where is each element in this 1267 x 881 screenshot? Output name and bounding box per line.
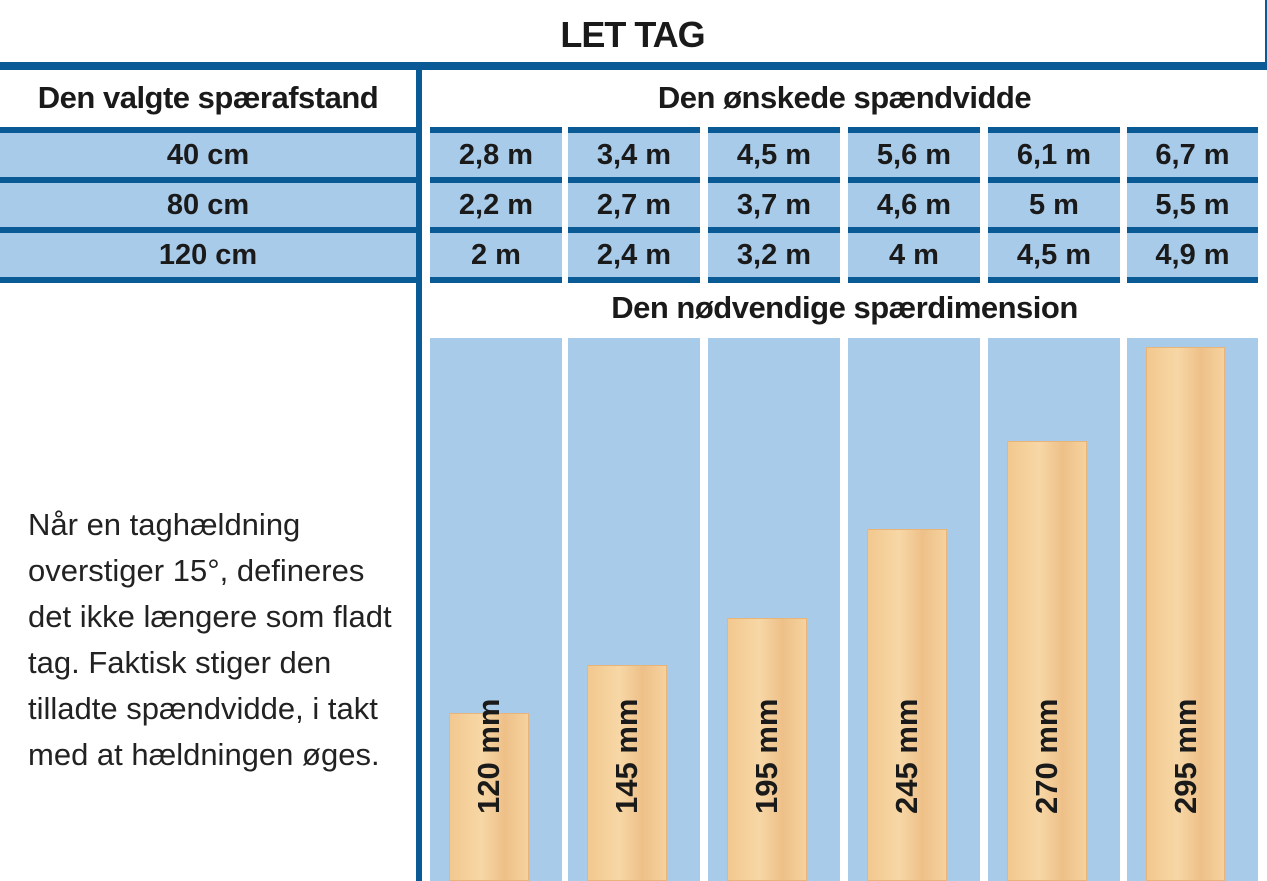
dimension-label: 245 mm bbox=[889, 698, 924, 814]
spacing-cell: 80 cm bbox=[0, 177, 416, 227]
dimension-column: 145 mm bbox=[568, 338, 700, 881]
dimension-label: 270 mm bbox=[1029, 698, 1064, 814]
dimension-label: 120 mm bbox=[471, 698, 506, 814]
span-cell: 2 m bbox=[430, 227, 562, 277]
rafter-bar: 270 mm bbox=[1007, 441, 1087, 881]
span-cell: 2,2 m bbox=[430, 177, 562, 227]
spacing-cell: 120 cm bbox=[0, 227, 416, 277]
dimension-header: Den nødvendige spærdimension bbox=[611, 290, 1078, 325]
span-cell: 4,9 m bbox=[1127, 227, 1258, 277]
note-text: Når en taghældning overstiger 15°, defin… bbox=[28, 507, 392, 772]
span-header: Den ønskede spændvidde bbox=[657, 80, 1032, 115]
span-cell: 5,6 m bbox=[848, 127, 980, 177]
dimension-column: 295 mm bbox=[1127, 338, 1258, 881]
row-divider bbox=[568, 277, 700, 283]
span-cell: 2,7 m bbox=[568, 177, 700, 227]
top-divider bbox=[0, 62, 1267, 70]
rafter-bar: 295 mm bbox=[1146, 347, 1225, 881]
dimension-label: 295 mm bbox=[1167, 698, 1203, 814]
row-divider bbox=[708, 277, 840, 283]
span-cell: 4,6 m bbox=[848, 177, 980, 227]
span-cell: 5 m bbox=[988, 177, 1120, 227]
dimension-column: 195 mm bbox=[708, 338, 840, 881]
dimension-label: 195 mm bbox=[749, 698, 784, 814]
column-divider bbox=[416, 70, 422, 881]
span-cell: 6,7 m bbox=[1127, 127, 1258, 177]
spacing-cell: 40 cm bbox=[0, 127, 416, 177]
span-cell: 3,4 m bbox=[568, 127, 700, 177]
dimension-column: 120 mm bbox=[430, 338, 562, 881]
span-cell: 5,5 m bbox=[1127, 177, 1258, 227]
dimension-column: 270 mm bbox=[988, 338, 1120, 881]
span-cell: 3,2 m bbox=[708, 227, 840, 277]
dimension-column: 245 mm bbox=[848, 338, 980, 881]
span-cell: 3,7 m bbox=[708, 177, 840, 227]
span-cell: 4,5 m bbox=[708, 127, 840, 177]
page-title: LET TAG bbox=[0, 0, 1267, 62]
row-divider bbox=[848, 277, 980, 283]
spacing-header: Den valgte spærafstand bbox=[37, 80, 379, 115]
rafter-bar: 195 mm bbox=[727, 618, 807, 881]
row-divider bbox=[988, 277, 1120, 283]
rafter-bar: 120 mm bbox=[449, 699, 529, 881]
rafter-bar: 245 mm bbox=[867, 529, 947, 881]
row-divider bbox=[0, 277, 416, 283]
row-divider bbox=[1127, 277, 1258, 283]
row-divider bbox=[430, 277, 562, 283]
span-cell: 4,5 m bbox=[988, 227, 1120, 277]
span-cell: 2,8 m bbox=[430, 127, 562, 177]
span-cell: 2,4 m bbox=[568, 227, 700, 277]
span-cell: 4 m bbox=[848, 227, 980, 277]
span-cell: 6,1 m bbox=[988, 127, 1120, 177]
dimension-label: 145 mm bbox=[609, 698, 644, 814]
rafter-bar: 145 mm bbox=[587, 665, 667, 881]
